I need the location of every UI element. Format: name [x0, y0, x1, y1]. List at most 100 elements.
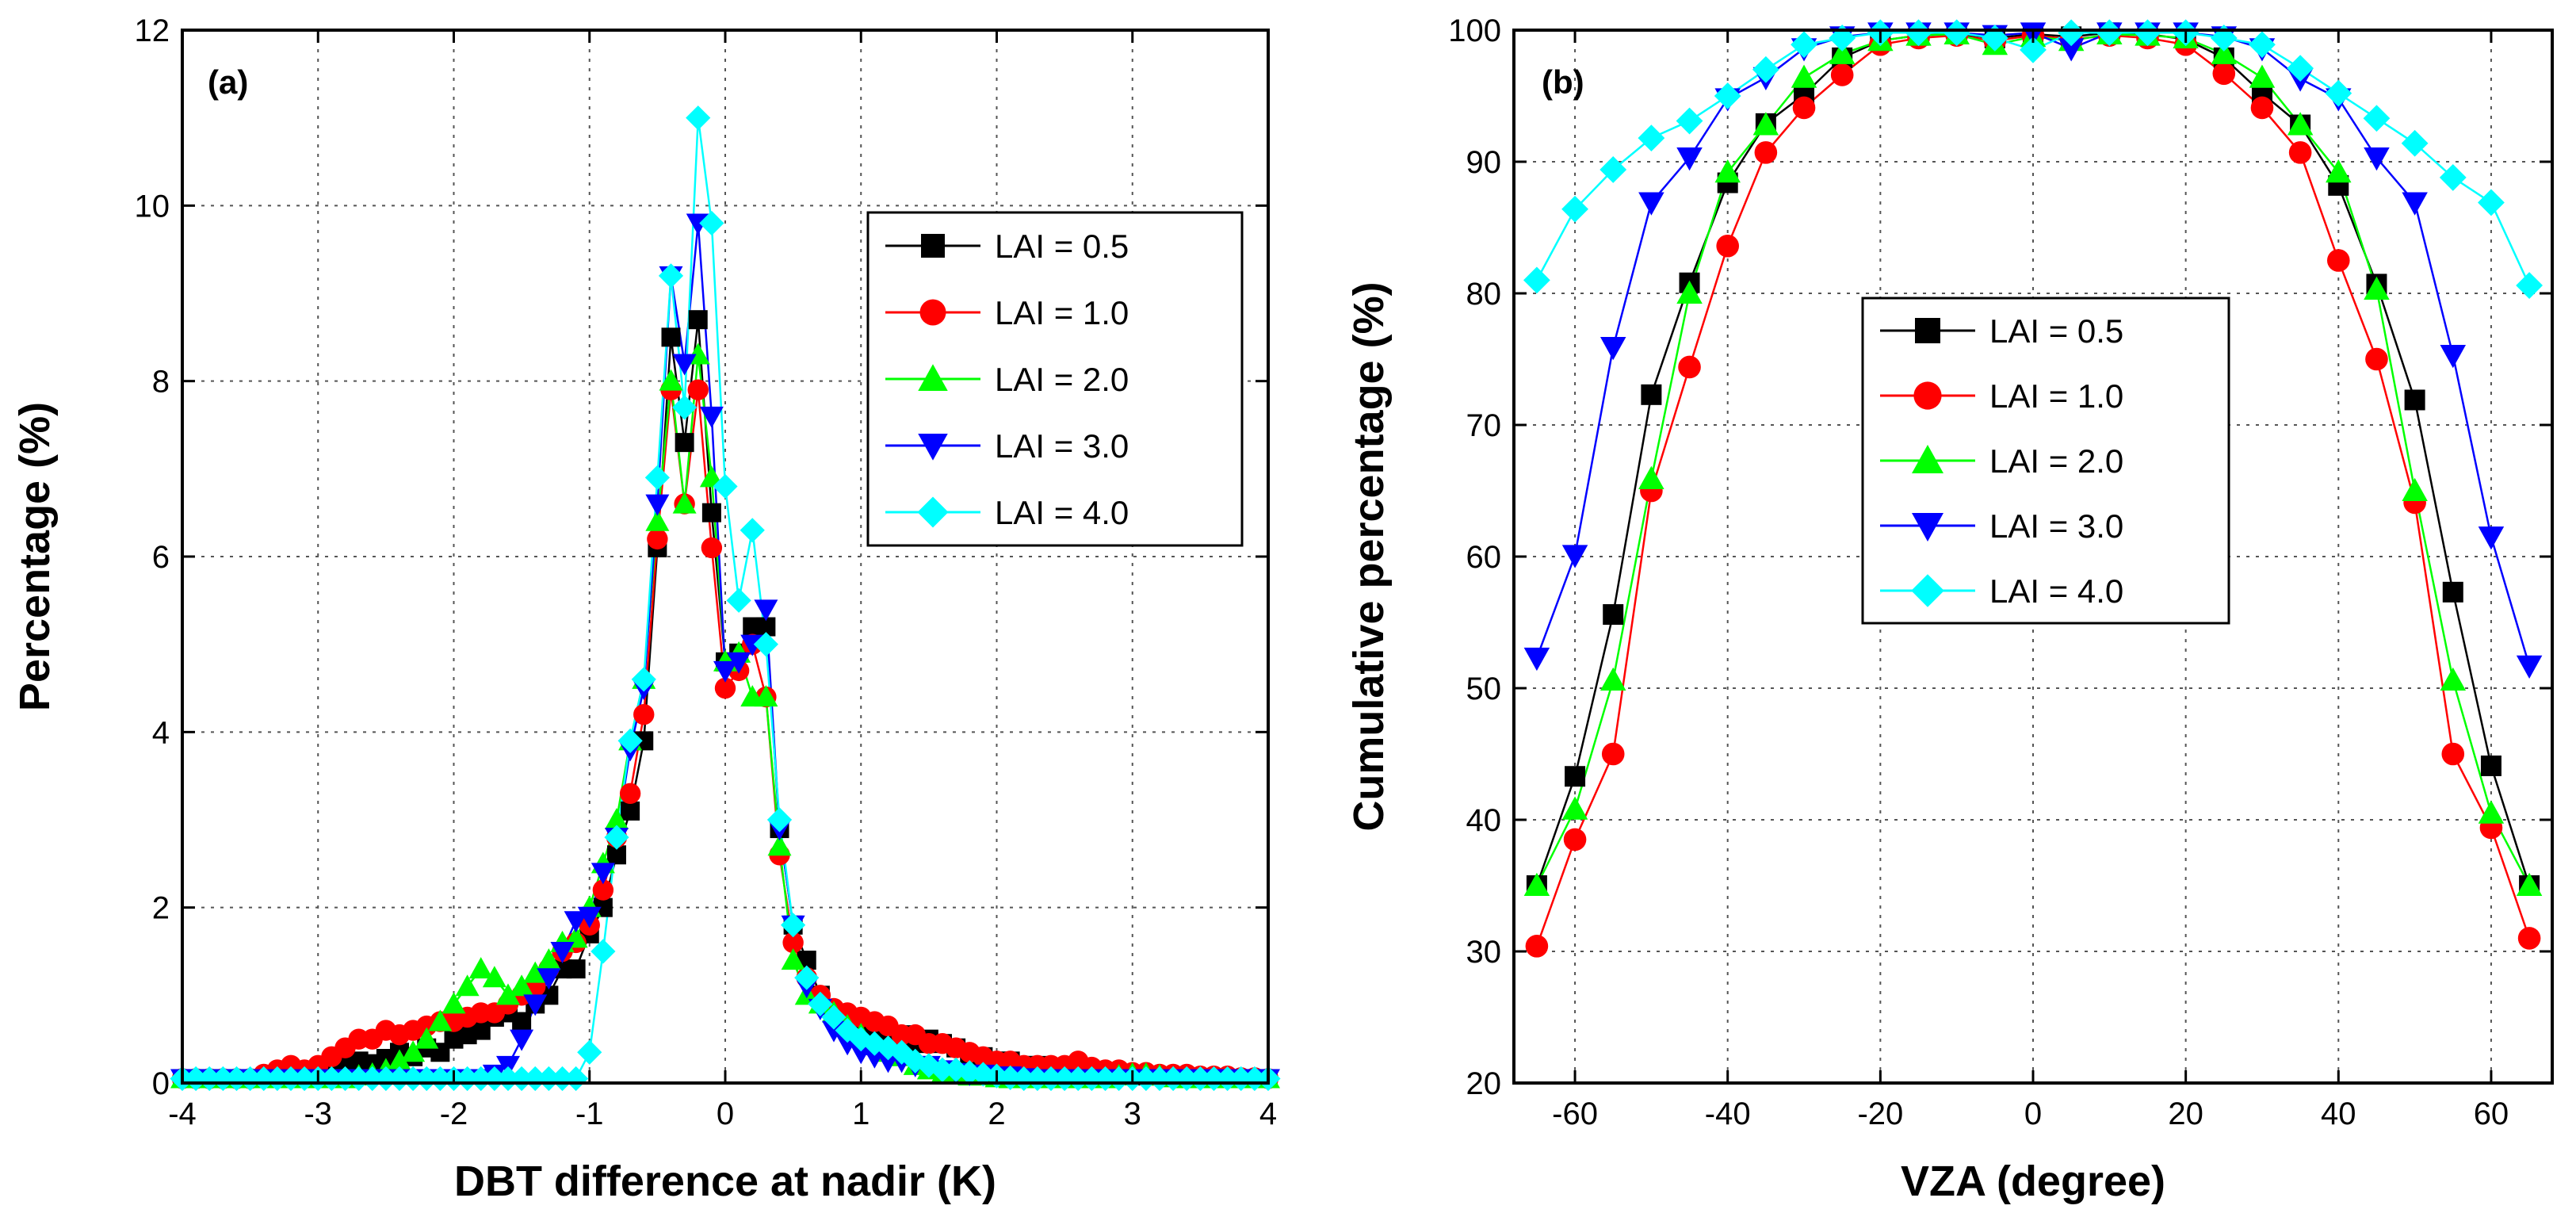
data-point: [875, 1035, 901, 1061]
data-point: [1011, 1066, 1037, 1092]
data-point: [2287, 112, 2314, 136]
panel-b-chart: -60 -40 -20 0 20 40 60 20 30 40 50 60 70 80 90 100 VZA (…: [1345, 13, 2554, 1205]
data-point: [577, 1039, 602, 1065]
data-point: [2402, 192, 2428, 216]
data-point: [2058, 38, 2085, 62]
data-point: [1792, 96, 1816, 120]
data-point: [1599, 667, 1626, 691]
data-point: [970, 1062, 996, 1087]
data-point: [1599, 156, 1627, 183]
data-point: [2249, 64, 2276, 88]
data-point: [2326, 249, 2350, 272]
legend-label: LAI = 3.0: [995, 427, 1129, 465]
data-point: [2439, 164, 2467, 191]
legend-swatch-marker: [917, 496, 949, 528]
data-point: [2401, 129, 2429, 157]
legend-swatch-marker: [919, 299, 946, 326]
data-point: [631, 667, 656, 692]
data-point: [781, 913, 806, 938]
y-tick-label: 20: [1466, 1066, 1502, 1101]
x-tick-label: -3: [304, 1096, 332, 1131]
data-point: [183, 1066, 208, 1092]
data-point: [1791, 31, 1817, 59]
data-point: [482, 1066, 507, 1092]
data-point: [468, 1066, 494, 1092]
y-tick-label: 0: [152, 1066, 170, 1101]
data-point: [1714, 82, 1741, 109]
data-point: [1187, 1066, 1213, 1092]
data-point: [672, 395, 698, 420]
data-point: [400, 1066, 426, 1092]
x-tick-label: 4: [1259, 1096, 1277, 1131]
data-point: [1638, 124, 1665, 152]
x-tick-label: 0: [717, 1096, 734, 1131]
data-point: [1106, 1066, 1132, 1092]
data-point: [2478, 526, 2505, 550]
y-tick-label: 8: [152, 365, 170, 400]
data-point: [441, 992, 466, 1014]
x-tick-label: 0: [2024, 1096, 2042, 1131]
data-point: [428, 1009, 453, 1031]
data-point: [740, 518, 765, 543]
legend-label: LAI = 0.5: [1989, 312, 2123, 350]
data-point: [713, 473, 738, 499]
data-point: [767, 834, 792, 856]
legend-swatch-marker: [1915, 318, 1940, 343]
data-point: [701, 503, 721, 522]
data-point: [2440, 667, 2467, 691]
data-point: [605, 808, 629, 829]
legend-label: LAI = 1.0: [995, 294, 1129, 331]
x-axis-title: VZA (degree): [1901, 1158, 2165, 1205]
legend-swatch-marker: [918, 364, 948, 391]
data-point: [278, 1066, 304, 1092]
data-point: [862, 1031, 887, 1056]
data-point: [1641, 384, 1662, 405]
data-point: [645, 494, 670, 516]
data-point: [346, 1066, 372, 1092]
legend-swatch-marker: [918, 434, 948, 461]
legend: LAI = 0.5 LAI = 1.0 LAI = 2.0 LAI = 3.0 LAI …: [866, 211, 1244, 547]
legend-label: LAI = 4.0: [1989, 572, 2123, 610]
y-tick-label: 100: [1448, 13, 1501, 48]
data-point: [592, 879, 614, 901]
data-point: [2478, 800, 2505, 824]
data-point: [1242, 1066, 1267, 1092]
data-point: [1599, 337, 1626, 361]
y-tick-label: 2: [152, 891, 170, 926]
data-point: [1752, 112, 1779, 136]
data-point: [957, 1060, 982, 1085]
data-point: [1201, 1066, 1227, 1092]
data-point: [1160, 1066, 1186, 1092]
data-point: [672, 492, 697, 514]
data-point: [633, 704, 655, 725]
y-tick-label: 30: [1466, 935, 1502, 970]
data-point: [2020, 36, 2047, 63]
data-point: [659, 369, 683, 391]
data-point: [821, 1005, 847, 1030]
x-tick-label: -4: [168, 1096, 197, 1131]
data-point: [1038, 1066, 1064, 1092]
data-point: [1754, 141, 1778, 164]
data-point: [2250, 96, 2274, 120]
y-tick-label: 80: [1466, 277, 1502, 312]
x-tick-label: 60: [2474, 1096, 2509, 1131]
data-point: [1943, 19, 1970, 47]
data-point: [754, 599, 778, 622]
data-point: [604, 825, 629, 850]
data-point: [415, 1027, 439, 1049]
series-markers-5: [1523, 19, 2544, 299]
data-point: [523, 961, 548, 983]
legend-swatch-marker: [1913, 381, 1942, 410]
x-tick-label: -20: [1857, 1096, 1903, 1131]
data-point: [2364, 147, 2390, 171]
data-point: [2440, 345, 2467, 369]
data-point: [687, 379, 709, 400]
data-point: [2364, 276, 2390, 300]
data-point: [726, 587, 751, 613]
data-point: [848, 1027, 873, 1052]
data-point: [373, 1066, 399, 1092]
data-point: [537, 948, 561, 970]
data-point: [645, 509, 670, 531]
data-point: [2058, 19, 2085, 47]
panel-label: (a): [208, 63, 248, 101]
